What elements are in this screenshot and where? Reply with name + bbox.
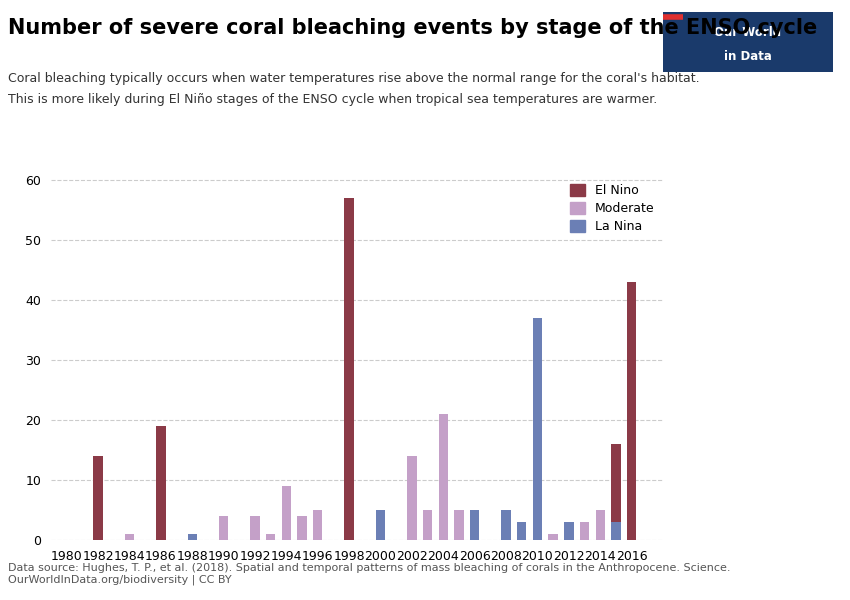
Bar (548, 534, 558, 540)
Text: in Data: in Data (724, 50, 772, 64)
Bar (407, 456, 416, 540)
Bar (439, 414, 448, 540)
Text: Number of severe coral bleaching events by stage of the ENSO cycle: Number of severe coral bleaching events … (8, 18, 818, 38)
Bar (125, 534, 134, 540)
Bar (470, 510, 479, 540)
Bar (188, 534, 197, 540)
Bar (156, 426, 166, 540)
Bar (533, 318, 542, 540)
Bar (564, 522, 574, 540)
Bar (250, 516, 260, 540)
Bar (580, 522, 589, 540)
Bar (470, 510, 479, 540)
Bar (250, 534, 260, 540)
Bar (313, 510, 322, 540)
Bar (313, 528, 322, 540)
Bar (596, 510, 605, 540)
Bar (502, 516, 511, 540)
Bar (517, 522, 526, 540)
Legend: El Nino, Moderate, La Nina: El Nino, Moderate, La Nina (567, 182, 657, 236)
Bar (454, 510, 464, 540)
Bar (94, 456, 103, 540)
Text: Our World: Our World (715, 26, 781, 40)
Text: Coral bleaching typically occurs when water temperatures rise above the normal r: Coral bleaching typically occurs when wa… (8, 72, 700, 85)
Bar (219, 516, 229, 540)
Bar (502, 510, 511, 540)
Bar (376, 534, 385, 540)
Bar (423, 510, 433, 540)
Bar (281, 486, 291, 540)
Bar (266, 534, 275, 540)
Bar (564, 522, 574, 540)
Text: This is more likely during El Niño stages of the ENSO cycle when tropical sea te: This is more likely during El Niño stage… (8, 93, 658, 106)
Bar (298, 516, 307, 540)
Bar (611, 522, 620, 540)
Bar (344, 198, 354, 540)
Text: Data source: Hughes, T. P., et al. (2018). Spatial and temporal patterns of mass: Data source: Hughes, T. P., et al. (2018… (8, 563, 731, 585)
Bar (376, 510, 385, 540)
Bar (611, 444, 620, 540)
Bar (627, 282, 637, 540)
